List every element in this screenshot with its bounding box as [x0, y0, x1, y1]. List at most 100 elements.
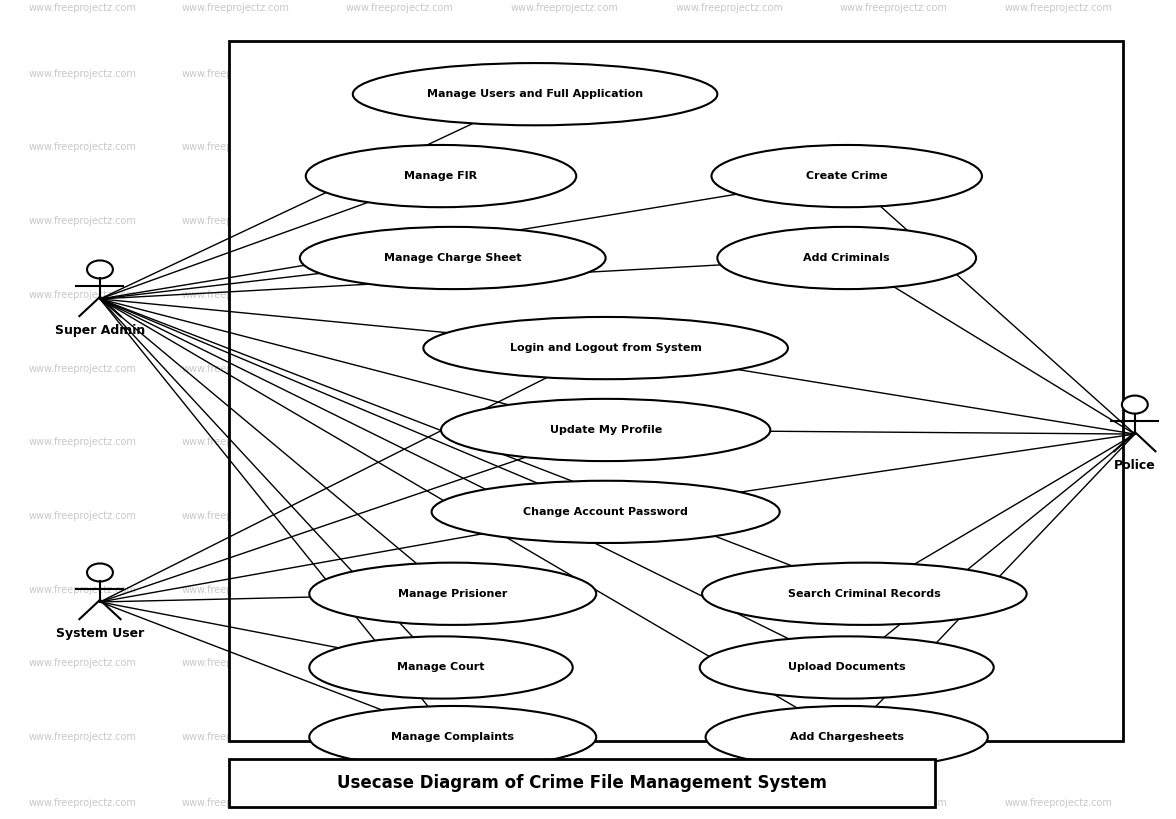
Text: www.freeprojectz.com: www.freeprojectz.com	[346, 290, 454, 300]
Text: Search Criminal Records: Search Criminal Records	[788, 589, 941, 599]
Text: www.freeprojectz.com: www.freeprojectz.com	[346, 3, 454, 13]
Text: Manage FIR: Manage FIR	[405, 171, 477, 181]
Text: www.freeprojectz.com: www.freeprojectz.com	[346, 364, 454, 373]
Ellipse shape	[432, 481, 780, 543]
Text: Change Account Password: Change Account Password	[523, 507, 688, 517]
Text: www.freeprojectz.com: www.freeprojectz.com	[840, 290, 948, 300]
Text: www.freeprojectz.com: www.freeprojectz.com	[346, 143, 454, 152]
Text: www.freeprojectz.com: www.freeprojectz.com	[510, 364, 619, 373]
Text: www.freeprojectz.com: www.freeprojectz.com	[181, 511, 289, 521]
Text: www.freeprojectz.com: www.freeprojectz.com	[510, 658, 619, 668]
Ellipse shape	[423, 317, 788, 379]
Text: Police: Police	[1114, 459, 1156, 473]
Text: www.freeprojectz.com: www.freeprojectz.com	[840, 798, 948, 808]
Text: www.freeprojectz.com: www.freeprojectz.com	[840, 3, 948, 13]
Ellipse shape	[306, 145, 576, 207]
Text: www.freeprojectz.com: www.freeprojectz.com	[346, 585, 454, 595]
Text: www.freeprojectz.com: www.freeprojectz.com	[510, 798, 619, 808]
Text: www.freeprojectz.com: www.freeprojectz.com	[675, 732, 783, 742]
Text: www.freeprojectz.com: www.freeprojectz.com	[675, 511, 783, 521]
Text: www.freeprojectz.com: www.freeprojectz.com	[181, 732, 289, 742]
Text: Super Admin: Super Admin	[55, 324, 145, 337]
Ellipse shape	[309, 563, 596, 625]
Text: www.freeprojectz.com: www.freeprojectz.com	[28, 216, 136, 226]
Text: www.freeprojectz.com: www.freeprojectz.com	[1004, 798, 1112, 808]
Text: www.freeprojectz.com: www.freeprojectz.com	[346, 732, 454, 742]
Text: www.freeprojectz.com: www.freeprojectz.com	[1004, 216, 1112, 226]
Ellipse shape	[706, 706, 988, 768]
Text: www.freeprojectz.com: www.freeprojectz.com	[1004, 3, 1112, 13]
Text: Add Chargesheets: Add Chargesheets	[790, 732, 903, 742]
Text: Create Crime: Create Crime	[806, 171, 888, 181]
Text: www.freeprojectz.com: www.freeprojectz.com	[1004, 143, 1112, 152]
Text: Usecase Diagram of Crime File Management System: Usecase Diagram of Crime File Management…	[338, 774, 827, 792]
Text: www.freeprojectz.com: www.freeprojectz.com	[181, 364, 289, 373]
Text: www.freeprojectz.com: www.freeprojectz.com	[510, 511, 619, 521]
Text: Update My Profile: Update My Profile	[549, 425, 662, 435]
Text: www.freeprojectz.com: www.freeprojectz.com	[28, 364, 136, 373]
Text: www.freeprojectz.com: www.freeprojectz.com	[1004, 658, 1112, 668]
Text: www.freeprojectz.com: www.freeprojectz.com	[1004, 511, 1112, 521]
Ellipse shape	[300, 227, 606, 289]
Text: www.freeprojectz.com: www.freeprojectz.com	[840, 732, 948, 742]
Bar	[229, 41, 1123, 741]
Text: www.freeprojectz.com: www.freeprojectz.com	[346, 69, 454, 79]
Ellipse shape	[353, 63, 717, 125]
Text: www.freeprojectz.com: www.freeprojectz.com	[840, 143, 948, 152]
Text: www.freeprojectz.com: www.freeprojectz.com	[28, 585, 136, 595]
Text: www.freeprojectz.com: www.freeprojectz.com	[181, 143, 289, 152]
Text: www.freeprojectz.com: www.freeprojectz.com	[675, 143, 783, 152]
Text: www.freeprojectz.com: www.freeprojectz.com	[675, 3, 783, 13]
Text: System User: System User	[55, 627, 145, 640]
Text: www.freeprojectz.com: www.freeprojectz.com	[1004, 732, 1112, 742]
Text: www.freeprojectz.com: www.freeprojectz.com	[840, 511, 948, 521]
Text: www.freeprojectz.com: www.freeprojectz.com	[840, 216, 948, 226]
Text: www.freeprojectz.com: www.freeprojectz.com	[675, 69, 783, 79]
Text: www.freeprojectz.com: www.freeprojectz.com	[675, 798, 783, 808]
Circle shape	[87, 563, 113, 581]
Text: www.freeprojectz.com: www.freeprojectz.com	[181, 585, 289, 595]
Text: www.freeprojectz.com: www.freeprojectz.com	[510, 732, 619, 742]
Text: www.freeprojectz.com: www.freeprojectz.com	[181, 216, 289, 226]
Circle shape	[1122, 396, 1148, 414]
Text: www.freeprojectz.com: www.freeprojectz.com	[28, 732, 136, 742]
Text: www.freeprojectz.com: www.freeprojectz.com	[28, 658, 136, 668]
Text: Manage Court: Manage Court	[397, 663, 485, 672]
Text: www.freeprojectz.com: www.freeprojectz.com	[346, 798, 454, 808]
Text: www.freeprojectz.com: www.freeprojectz.com	[840, 69, 948, 79]
Text: www.freeprojectz.com: www.freeprojectz.com	[510, 290, 619, 300]
Text: Login and Logout from System: Login and Logout from System	[509, 343, 702, 353]
Text: www.freeprojectz.com: www.freeprojectz.com	[28, 511, 136, 521]
Text: www.freeprojectz.com: www.freeprojectz.com	[181, 290, 289, 300]
Text: www.freeprojectz.com: www.freeprojectz.com	[181, 3, 289, 13]
Text: www.freeprojectz.com: www.freeprojectz.com	[1004, 290, 1112, 300]
Text: www.freeprojectz.com: www.freeprojectz.com	[675, 216, 783, 226]
Ellipse shape	[702, 563, 1027, 625]
Text: www.freeprojectz.com: www.freeprojectz.com	[28, 3, 136, 13]
Text: www.freeprojectz.com: www.freeprojectz.com	[28, 437, 136, 447]
Text: www.freeprojectz.com: www.freeprojectz.com	[675, 658, 783, 668]
Text: www.freeprojectz.com: www.freeprojectz.com	[510, 585, 619, 595]
Text: www.freeprojectz.com: www.freeprojectz.com	[28, 798, 136, 808]
Text: www.freeprojectz.com: www.freeprojectz.com	[675, 437, 783, 447]
Text: www.freeprojectz.com: www.freeprojectz.com	[181, 437, 289, 447]
Text: www.freeprojectz.com: www.freeprojectz.com	[28, 290, 136, 300]
Text: www.freeprojectz.com: www.freeprojectz.com	[510, 69, 619, 79]
Text: www.freeprojectz.com: www.freeprojectz.com	[840, 585, 948, 595]
Text: www.freeprojectz.com: www.freeprojectz.com	[840, 437, 948, 447]
Text: www.freeprojectz.com: www.freeprojectz.com	[28, 69, 136, 79]
Text: www.freeprojectz.com: www.freeprojectz.com	[510, 437, 619, 447]
Text: www.freeprojectz.com: www.freeprojectz.com	[840, 364, 948, 373]
Text: www.freeprojectz.com: www.freeprojectz.com	[181, 798, 289, 808]
Ellipse shape	[700, 636, 994, 699]
Bar	[229, 759, 935, 807]
Text: www.freeprojectz.com: www.freeprojectz.com	[181, 69, 289, 79]
Text: Upload Documents: Upload Documents	[788, 663, 906, 672]
Text: www.freeprojectz.com: www.freeprojectz.com	[346, 511, 454, 521]
Text: www.freeprojectz.com: www.freeprojectz.com	[510, 216, 619, 226]
Text: www.freeprojectz.com: www.freeprojectz.com	[346, 216, 454, 226]
Ellipse shape	[309, 706, 596, 768]
Ellipse shape	[711, 145, 982, 207]
Text: www.freeprojectz.com: www.freeprojectz.com	[1004, 364, 1112, 373]
Text: www.freeprojectz.com: www.freeprojectz.com	[510, 143, 619, 152]
